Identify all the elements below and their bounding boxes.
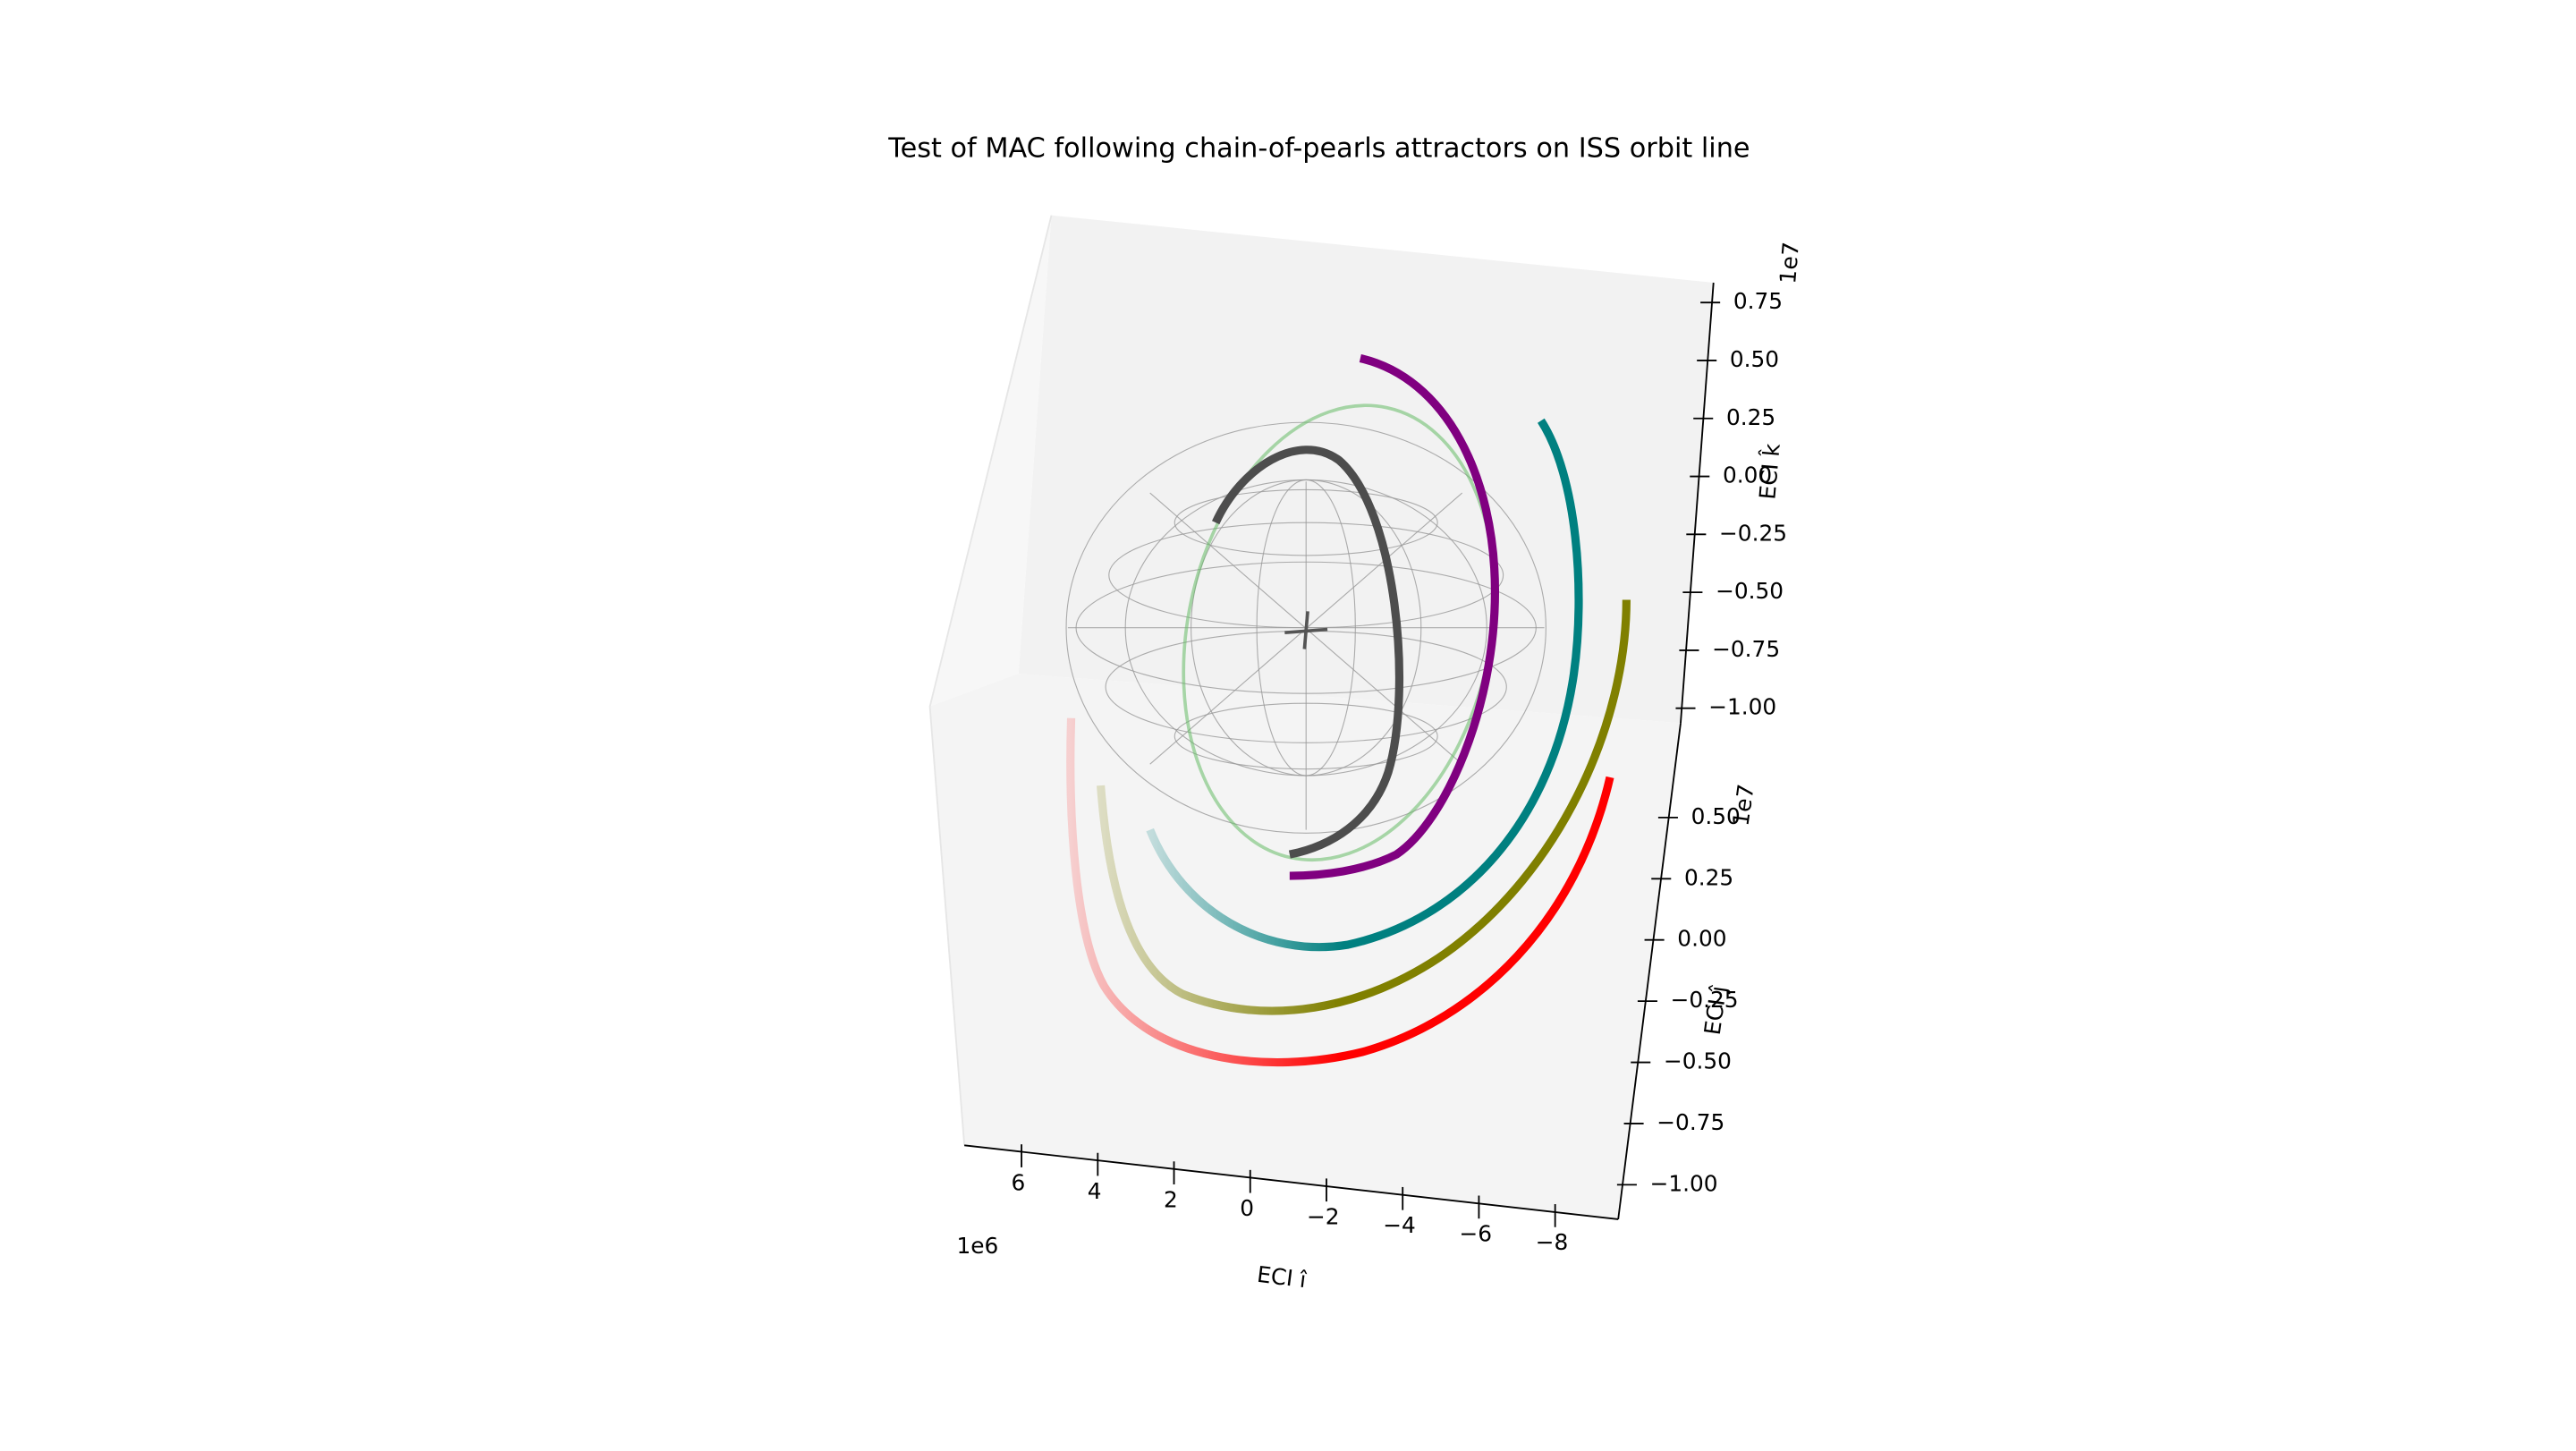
x-axis-line: [964, 1144, 1619, 1220]
center-marker: [1284, 611, 1328, 649]
trajectory-red: [1066, 717, 1614, 1067]
trajectory-purple: [1289, 354, 1500, 880]
back-pane: [1018, 215, 1714, 724]
z-tick-label: −0.25: [1719, 520, 1787, 546]
x-tick-label: −6: [1459, 1221, 1492, 1247]
z-tick-label: 0.25: [1726, 404, 1775, 430]
x-tick-label: −2: [1307, 1203, 1340, 1229]
z-tick-label: −0.75: [1712, 636, 1780, 662]
z-tick-label: −0.50: [1716, 578, 1784, 604]
y-tick-label: 0.00: [1677, 926, 1726, 952]
y-tick-label: −0.25: [1671, 987, 1739, 1013]
z-tick-label: −1.00: [1708, 694, 1776, 720]
y-tick-label: −1.00: [1650, 1170, 1718, 1196]
y-tick-label: 0.50: [1691, 803, 1741, 829]
x-tick-label: 0: [1240, 1195, 1254, 1221]
z-axis-label: ECI k̂: [1754, 442, 1784, 500]
x-offset: 1e6: [956, 1233, 998, 1259]
trajectory-olive: [1097, 599, 1631, 1015]
x-tick-label: 4: [1088, 1178, 1102, 1204]
chart-title: Test of MAC following chain-of-pearls at…: [887, 133, 1750, 165]
trajectory-gray: [1212, 445, 1404, 859]
x-tick-label: 6: [1012, 1169, 1026, 1195]
x-tick-label: −4: [1383, 1212, 1416, 1238]
y-axis-line: [1617, 723, 1682, 1220]
z-tick-label: 0.75: [1733, 288, 1783, 314]
pane-edge: [928, 215, 1053, 1146]
x-tick-label: 2: [1164, 1186, 1178, 1212]
trajectory-teal: [1146, 418, 1583, 952]
x-tick-label: −8: [1536, 1229, 1569, 1255]
y-offset: 1e7: [1728, 783, 1759, 827]
z-tick-label: 0.00: [1723, 462, 1772, 488]
z-tick-label: 0.50: [1730, 346, 1779, 372]
y-tick-label: −0.50: [1664, 1048, 1732, 1074]
z-offset: 1e7: [1775, 241, 1804, 284]
y-tick-label: −0.75: [1657, 1109, 1724, 1135]
y-tick-label: 0.25: [1684, 864, 1733, 890]
x-axis-label: ECI î: [1256, 1261, 1309, 1294]
